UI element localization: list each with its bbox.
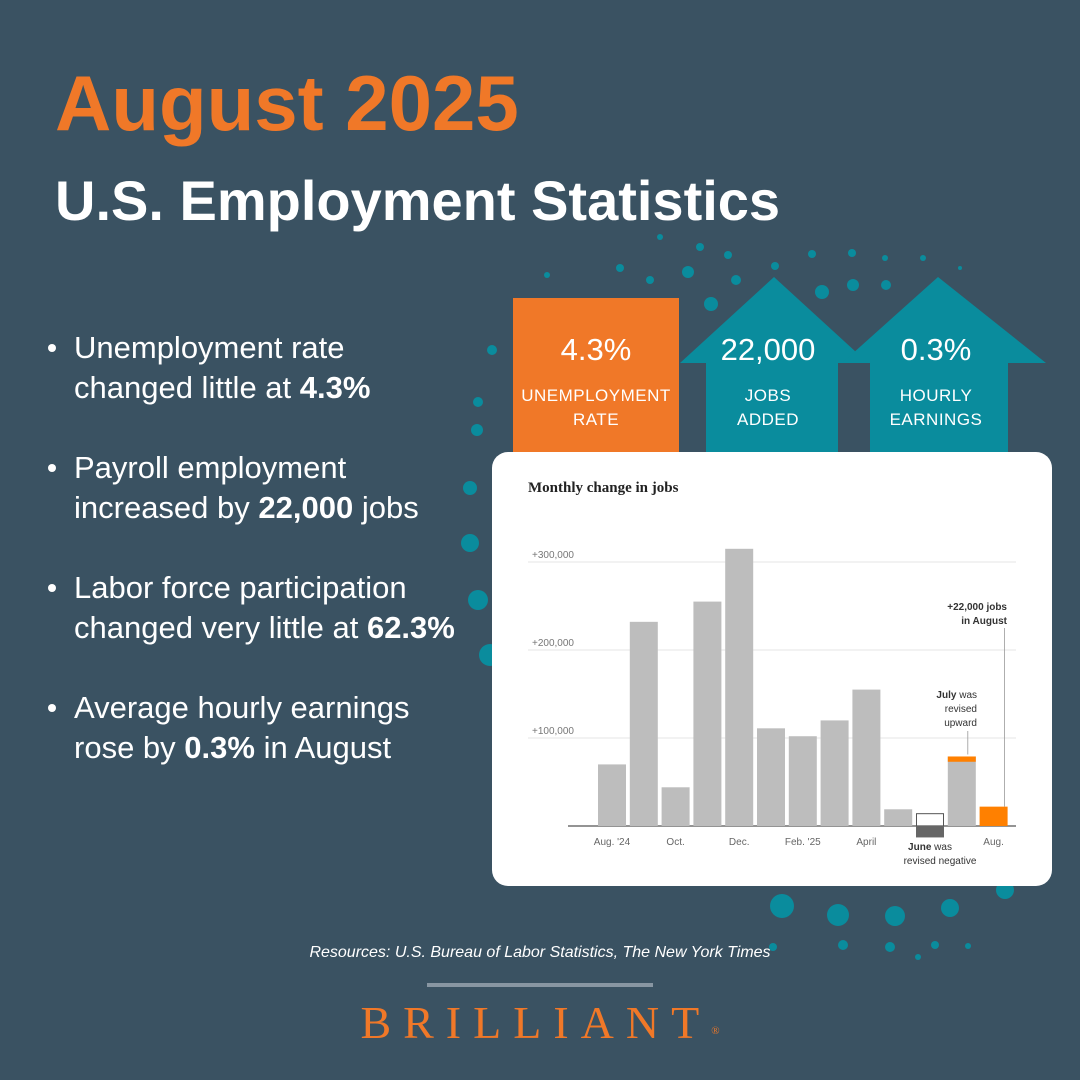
bar-may <box>884 809 913 826</box>
annotation-june-line1: June was <box>908 842 952 853</box>
source-note: Resources: U.S. Bureau of Labor Statisti… <box>309 944 771 961</box>
decorative-dot <box>808 250 816 258</box>
brilliant-logo: BRILLIANT® <box>360 997 720 1048</box>
bar-june-revised <box>916 826 944 838</box>
annotation-july-line2: revised <box>945 704 977 715</box>
bar-sep-24 <box>629 621 658 826</box>
x-tick-label: Aug. '24 <box>594 837 631 848</box>
x-tick-label: April <box>856 837 876 848</box>
bar-june-original <box>916 813 944 827</box>
bullet-unemployment: Unemployment rate changed little at 4.3% <box>48 328 468 408</box>
decorative-dot <box>616 264 624 272</box>
decorative-dot <box>471 424 483 436</box>
decorative-dot <box>941 899 959 917</box>
annotation-august-line2: in August <box>961 616 1007 627</box>
bullet-hourly-earnings: Average hourly earnings rose by 0.3% in … <box>48 688 468 768</box>
decorative-dot <box>920 255 926 261</box>
jobs-up-arrow-icon <box>680 277 868 453</box>
annotation-july-line1: July was <box>936 690 977 701</box>
decorative-dot <box>468 590 488 610</box>
unemployment-value: 4.3% <box>560 332 632 367</box>
decorative-dot <box>696 243 704 251</box>
decorative-dot <box>770 894 794 918</box>
x-tick-label: Aug. <box>983 837 1004 848</box>
chart-card: Monthly change in jobs +100,000 +200,000 +… <box>492 452 1052 886</box>
bullet-labor-force: Labor force participation changed very l… <box>48 568 468 648</box>
bar-july <box>947 756 976 826</box>
x-tick-label: Oct. <box>666 837 684 848</box>
footer-divider <box>427 983 653 987</box>
decorative-dot <box>958 266 962 270</box>
jobs-value: 22,000 <box>720 332 816 367</box>
earnings-value: 0.3% <box>900 332 972 367</box>
y-tick-label: +200,000 <box>532 638 574 649</box>
decorative-dot <box>473 397 483 407</box>
annotation-july-line3: upward <box>944 718 977 729</box>
chart-title: Monthly change in jobs <box>528 480 679 496</box>
bar-nov <box>693 601 722 826</box>
earnings-label: HOURLY EARNINGS <box>889 386 983 429</box>
x-tick-label: Feb. '25 <box>785 837 821 848</box>
earnings-up-arrow-icon <box>842 277 1046 453</box>
unemployment-label: UNEMPLOYMENT RATE <box>521 386 671 429</box>
jobs-label: JOBS ADDED <box>736 386 799 429</box>
decorative-dot <box>487 345 497 355</box>
decorative-dot <box>771 262 779 270</box>
y-tick-label: +300,000 <box>532 550 574 561</box>
decorative-dot <box>885 906 905 926</box>
bar-mar-25 <box>820 720 849 826</box>
stats-bullet-list: Unemployment rate changed little at 4.3%… <box>48 328 468 808</box>
bar-april <box>852 689 881 826</box>
page-subtitle: U.S. Employment Statistics <box>55 169 781 232</box>
bar-jan-25 <box>757 728 785 826</box>
bar-feb-25 <box>788 736 817 826</box>
decorative-dot <box>657 234 663 240</box>
bar-aug-24 <box>598 764 626 826</box>
decorative-dot <box>544 272 550 278</box>
y-tick-label: +100,000 <box>532 726 574 737</box>
bar-aug <box>979 806 1008 826</box>
earnings-stat: 0.3% HOURLY EARNINGS <box>853 332 1019 432</box>
decorative-dot <box>724 251 732 259</box>
jobs-stat: 22,000 JOBS ADDED <box>685 332 851 432</box>
monthly-jobs-chart: Monthly change in jobs +100,000 +200,000 +… <box>528 480 1016 867</box>
page-title: August 2025 <box>55 59 519 147</box>
unemployment-stat-box: 4.3% UNEMPLOYMENT RATE <box>513 298 679 454</box>
decorative-dot <box>848 249 856 257</box>
decorative-dot <box>882 255 888 261</box>
bar-july-revision <box>947 756 976 762</box>
bullet-payroll: Payroll employment increased by 22,000 j… <box>48 448 468 528</box>
annotation-june-line2: revised negative <box>904 856 977 867</box>
x-tick-label: Dec. <box>729 837 750 848</box>
bar-oct <box>661 787 690 826</box>
decorative-dot <box>827 904 849 926</box>
bar-dec <box>725 548 754 826</box>
decorative-dot <box>646 276 654 284</box>
annotation-august-line1: +22,000 jobs <box>947 602 1007 613</box>
